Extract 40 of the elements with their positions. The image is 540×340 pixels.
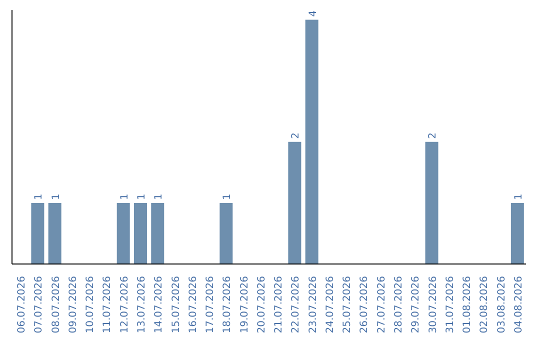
x-tick-label: 21.07.2026 — [274, 276, 285, 334]
data-label: 4 — [308, 10, 319, 17]
x-tick-label: 26.07.2026 — [359, 276, 370, 334]
x-tick-label: 28.07.2026 — [394, 276, 404, 334]
x-tick-label: 30.07.2026 — [428, 276, 439, 334]
x-tick-label: 16.07.2026 — [188, 276, 199, 334]
x-tick-label: 02.08.2026 — [479, 276, 490, 334]
x-tick-label: 25.07.2026 — [342, 276, 354, 334]
x-tick-label: 27.07.2026 — [376, 276, 388, 334]
x-tick-label: 03.08.2026 — [496, 276, 508, 334]
data-label: 2 — [290, 132, 302, 139]
x-tick-label: 10.07.2026 — [85, 276, 96, 334]
x-tick-label: 22.07.2026 — [290, 276, 302, 334]
x-tick-label: 13.07.2026 — [136, 276, 148, 334]
x-tick-label: 14.07.2026 — [154, 276, 165, 334]
x-tick-label: 12.07.2026 — [119, 276, 130, 334]
x-tick-label: 06.07.2026 — [16, 276, 28, 334]
data-label: 1 — [136, 194, 148, 200]
data-label: 1 — [50, 194, 62, 200]
x-tick-label: 11.07.2026 — [102, 276, 114, 334]
x-tick-label: 20.07.2026 — [256, 276, 268, 334]
x-tick-label: 23.07.2026 — [308, 276, 319, 334]
x-tick-label: 09.07.2026 — [68, 276, 79, 334]
x-tick-label: 18.07.2026 — [222, 276, 234, 334]
x-tick-label: 01.08.2026 — [462, 276, 474, 334]
x-tick-label: 15.07.2026 — [170, 276, 182, 334]
data-label: 2 — [428, 132, 439, 139]
x-tick-label: 29.07.2026 — [410, 276, 422, 334]
x-tick-label: 04.08.2026 — [513, 276, 524, 334]
x-tick-label: 19.07.2026 — [239, 276, 250, 334]
data-label: 1 — [154, 194, 165, 200]
x-tick-label: 17.07.2026 — [205, 276, 216, 334]
data-label: 1 — [222, 194, 234, 200]
x-tick-label: 24.07.2026 — [324, 276, 336, 334]
x-tick-label: 07.07.2026 — [34, 276, 45, 334]
data-label: 1 — [513, 194, 524, 200]
data-label: 1 — [119, 194, 130, 200]
x-tick-label: 31.07.2026 — [444, 276, 456, 334]
x-tick-label: 08.07.2026 — [50, 276, 62, 334]
data-label: 1 — [34, 194, 45, 200]
